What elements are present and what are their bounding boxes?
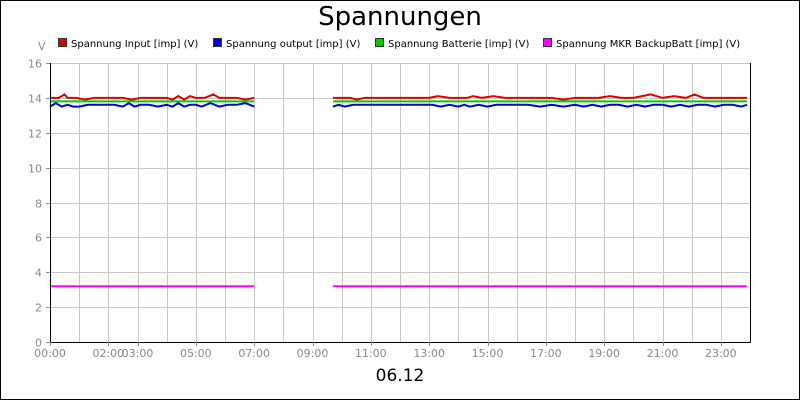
y-tick-label-8: 16 — [28, 58, 42, 71]
x-tick-label-0: 00:00 — [34, 347, 66, 360]
x-tick-label-6: 11:00 — [355, 347, 387, 360]
series-line-input-seg-0 — [50, 94, 254, 99]
x-tick-label-3: 05:00 — [180, 347, 212, 360]
x-tick-label-10: 19:00 — [588, 347, 620, 360]
y-tick-label-3: 6 — [35, 232, 42, 245]
y-tick-label-7: 14 — [28, 93, 42, 106]
x-tick-label-1: 02:00 — [92, 347, 124, 360]
series-line-output-seg-1 — [333, 105, 747, 107]
y-tick-label-1: 2 — [35, 302, 42, 315]
x-tick-label-5: 09:00 — [297, 347, 329, 360]
x-tick-label-4: 07:00 — [238, 347, 270, 360]
y-tick-label-5: 10 — [28, 163, 42, 176]
y-tick-label-4: 8 — [35, 198, 42, 211]
x-tick-label-11: 21:00 — [647, 347, 679, 360]
x-tick-label-12: 23:00 — [705, 347, 737, 360]
series-line-output-seg-0 — [50, 103, 254, 107]
x-tick-label-2: 03:00 — [122, 347, 154, 360]
x-tick-label-9: 17:00 — [530, 347, 562, 360]
x-tick-label-8: 15:00 — [472, 347, 504, 360]
y-tick-label-2: 4 — [35, 267, 42, 280]
plot-area: 024681012141600:00 02:0003:00 05:00 07:00 09… — [0, 0, 800, 400]
x-tick-label-7: 13:00 — [413, 347, 445, 360]
x-axis-date-label: 06.12 — [0, 366, 800, 386]
y-tick-label-6: 12 — [28, 128, 42, 141]
